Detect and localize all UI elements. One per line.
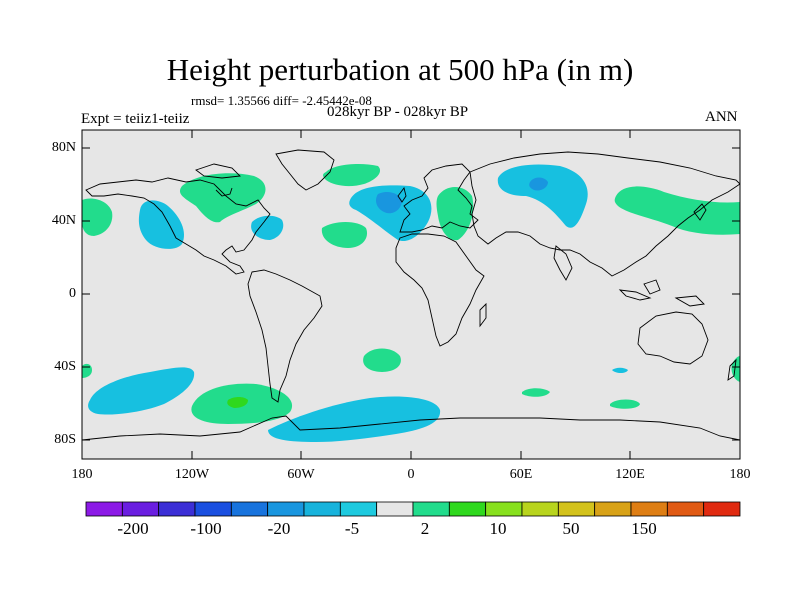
x-tick-label: 180 [71,467,93,482]
coastline-australia [637,311,709,365]
x-ticks [191,130,631,459]
colorbar-swatch [594,501,632,517]
colorbar-swatch [412,501,450,517]
colorbar [85,501,741,517]
colorbar-swatch [521,501,559,517]
x-tick-label: 0 [407,467,415,482]
colorbar-label: 2 [420,519,430,538]
colorbar-label: -5 [344,519,360,538]
coastline-south-america [247,269,323,403]
coastline-madagascar [479,302,487,328]
coastline-arctic-islands [195,163,241,179]
coastline-new-guinea [674,295,705,307]
anomaly-field [82,164,740,442]
experiment-label: Expt = teiiz1-teiiz [81,111,190,127]
positive-anomaly-region [321,222,368,248]
coastlines [82,149,740,441]
colorbar-swatch [339,501,378,517]
colorbar-swatch [485,501,523,517]
y-tick-label: 0 [69,286,76,301]
colorbar-swatch [194,501,232,517]
coastline-asia [469,151,740,277]
coastline-hudson [215,187,233,197]
x-tick-label: 60W [287,467,315,482]
season-label: ANN [705,109,738,125]
y-tick-label: 40N [51,213,76,228]
coastline-antarctica [82,415,740,441]
colorbar-label: -200 [117,519,149,538]
coastline-europe [399,163,479,233]
colorbar-swatch [158,501,196,517]
negative-anomaly-region [88,367,195,415]
coastline-india [553,245,573,281]
map-title: Height perturbation at 500 hPa (in m) [166,52,634,87]
stats-text: rmsd= 1.35566 diff= -2.45442e-08 [191,93,372,108]
positive-anomaly-region [522,388,550,397]
colorbar-swatch [557,501,596,517]
negative-anomaly-region [138,200,185,249]
positive-anomaly-region [179,173,266,223]
positive-anomaly-region [614,186,740,235]
negative-anomaly-core [529,177,548,191]
colorbar-label: 150 [631,519,657,538]
colorbar-label: -20 [267,519,291,538]
x-tick-label: 120W [174,467,210,482]
negative-anomaly-region [612,367,628,373]
coastline-new-zealand [727,358,737,381]
x-tick-label: 120E [615,467,645,482]
colorbar-swatch [121,501,160,517]
colorbar-swatch [267,501,305,517]
colorbar-label: 10 [489,519,507,538]
period-label: 028kyr BP - 028kyr BP [327,104,469,120]
negative-anomaly-core [376,192,402,214]
coastline-greenland [275,149,335,191]
colorbar-swatch [666,501,705,517]
y-tick-label: 40S [54,359,76,374]
positive-anomaly-region [323,164,381,187]
coastline-britain [397,186,407,203]
colorbar-swatch [230,501,269,517]
colorbar-label: -100 [190,519,222,538]
coastline-japan [693,203,707,221]
x-tick-label: 60E [509,467,533,482]
positive-anomaly-region [363,348,401,372]
coastline-north-america [85,177,271,275]
positive-anomaly-core [227,397,248,408]
colorbar-swatch [703,501,741,517]
colorbar-swatch [303,501,341,517]
negative-anomaly-region [268,396,441,442]
y-tick-label: 80N [51,140,76,155]
colorbar-label: 50 [562,519,580,538]
coastline-africa [395,233,485,347]
colorbar-swatch [630,501,668,517]
negative-anomaly-region [497,164,588,228]
y-tick-label: 80S [54,432,76,447]
coastline-indonesia [618,289,652,301]
positive-anomaly-region [610,399,640,409]
positive-anomaly-region [82,198,113,236]
colorbar-swatch [448,501,487,517]
y-ticks [82,147,740,441]
coastline-borneo [643,279,661,295]
negative-anomaly-region [251,215,284,240]
colorbar-swatch [85,501,123,517]
colorbar-swatch [376,501,414,517]
x-tick-label: 180 [729,467,751,482]
